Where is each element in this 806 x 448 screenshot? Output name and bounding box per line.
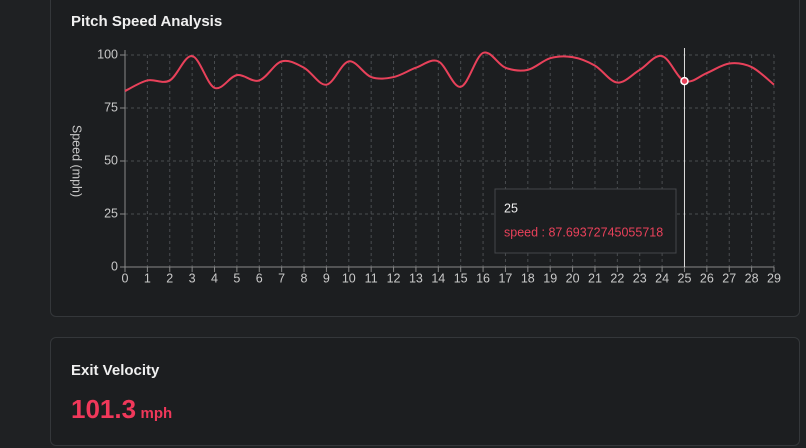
y-tick-label: 25 [104,206,118,220]
x-tick-label: 4 [211,271,218,285]
active-point [680,76,689,86]
x-tick-label: 14 [431,271,445,285]
y-tick-label: 0 [111,259,118,273]
x-tick-label: 29 [767,271,781,285]
x-tick-label: 11 [365,271,378,285]
x-tick-label: 10 [342,271,356,285]
exit-velocity-title: Exit Velocity [71,362,160,379]
tooltip-text: speed : 87.69372745055718 [504,225,663,239]
x-tick-label: 24 [655,271,669,285]
series-line [124,51,775,92]
y-tick-label: 100 [97,47,118,61]
exit-velocity-reading: 101.3 mph [71,394,172,425]
x-tick-label: 2 [166,271,173,285]
x-tick-label: 15 [454,271,468,285]
x-tick-label: 25 [678,271,692,285]
tooltip-box [494,188,677,254]
x-tick-label: 6 [256,271,263,285]
exit-velocity-card: Exit Velocity 101.3 mph [50,337,800,446]
y-tick-label: 75 [104,100,118,114]
chart-card: Pitch Speed Analysis [50,0,800,317]
x-tick-label: 17 [498,271,512,285]
chart-title: Pitch Speed Analysis [71,13,223,30]
x-tick-label: 13 [409,271,423,285]
x-tick-label: 9 [323,271,330,285]
y-tick-label: 50 [104,153,118,167]
x-tick-label: 28 [745,271,759,285]
x-tick-label: 22 [610,271,624,285]
exit-velocity-value: 101.3 [71,394,137,424]
x-tick-label: 18 [521,271,535,285]
x-tick-label: 20 [566,271,580,285]
x-tick-label: 27 [722,271,736,285]
x-tick-label: 26 [700,271,714,285]
x-tick-label: 3 [189,271,196,285]
x-tick-label: 7 [278,271,285,285]
tooltip: 25 speed : 87.69372745055718 [494,188,677,254]
x-tick-label: 23 [633,271,647,285]
y-axis-label: Speed (mph) [70,125,84,197]
x-tick-label: 19 [543,271,557,285]
exit-velocity-unit: mph [140,405,173,422]
x-tick-label: 1 [144,271,151,285]
x-tick-label: 21 [588,271,602,285]
x-tick-label: 8 [301,271,308,285]
x-tick-label: 5 [233,271,240,285]
x-tick-label: 12 [387,271,401,285]
x-tick-label: 16 [476,271,490,285]
tooltip-title: 25 [504,201,518,215]
x-tick-label: 0 [122,271,129,285]
